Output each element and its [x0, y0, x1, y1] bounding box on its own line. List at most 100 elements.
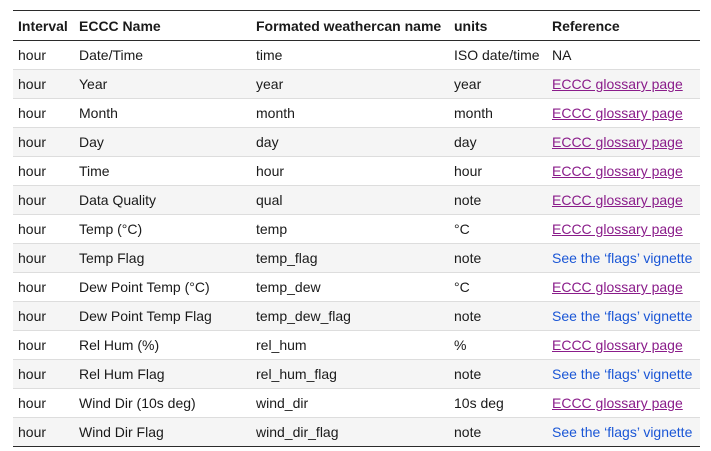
table-row: hour Year year year ECCC glossary page — [13, 69, 700, 99]
cell-interval: hour — [13, 330, 74, 360]
cell-weathercan-name: temp_dew_flag — [251, 301, 449, 331]
cell-weathercan-name: year — [251, 69, 449, 99]
cell-reference: NA — [547, 40, 700, 70]
cell-interval: hour — [13, 388, 74, 418]
cell-eccc-name: Wind Dir Flag — [74, 417, 251, 447]
cell-interval: hour — [13, 359, 74, 389]
table-row: hour Month month month ECCC glossary page — [13, 98, 700, 128]
cell-reference: ECCC glossary page — [547, 272, 700, 302]
glossary-link[interactable]: ECCC glossary page — [552, 105, 683, 121]
cell-weathercan-name: wind_dir — [251, 388, 449, 418]
glossary-link[interactable]: ECCC glossary page — [552, 221, 683, 237]
table-row: hour Dew Point Temp Flag temp_dew_flag note… — [13, 301, 700, 331]
cell-reference: ECCC glossary page — [547, 214, 700, 244]
cell-reference: ECCC glossary page — [547, 98, 700, 128]
cell-interval: hour — [13, 69, 74, 99]
cell-weathercan-name: temp_dew — [251, 272, 449, 302]
cell-units: °C — [449, 214, 547, 244]
glossary-link[interactable]: ECCC glossary page — [552, 192, 683, 208]
cell-reference: ECCC glossary page — [547, 156, 700, 186]
cell-units: note — [449, 417, 547, 447]
cell-reference: See the ‘flags’ vignette — [547, 301, 700, 331]
header-eccc-name: ECCC Name — [79, 17, 161, 34]
cell-weathercan-name: month — [251, 98, 449, 128]
table-row: hour Wind Dir Flag wind_dir_flag note See th… — [13, 417, 700, 447]
cell-eccc-name: Wind Dir (10s deg) — [74, 388, 251, 418]
cell-eccc-name: Temp (°C) — [74, 214, 251, 244]
cell-weathercan-name: temp — [251, 214, 449, 244]
glossary-link[interactable]: ECCC glossary page — [552, 163, 683, 179]
table-row: hour Day day day ECCC glossary page — [13, 127, 700, 157]
cell-eccc-name: Year — [74, 69, 251, 99]
cell-units: note — [449, 301, 547, 331]
cell-units: % — [449, 330, 547, 360]
cell-eccc-name: Time — [74, 156, 251, 186]
table-row: hour Rel Hum Flag rel_hum_flag note See the … — [13, 359, 700, 389]
cell-eccc-name: Dew Point Temp (°C) — [74, 272, 251, 302]
cell-units: 10s deg — [449, 388, 547, 418]
flags-vignette-link[interactable]: See the ‘flags’ vignette — [552, 424, 693, 440]
header-row: Interval ECCC Name Formated weathercan n… — [13, 10, 700, 41]
glossary-link[interactable]: ECCC glossary page — [552, 337, 683, 353]
cell-interval: hour — [13, 243, 74, 273]
cell-units: ISO date/time — [449, 40, 547, 70]
cell-interval: hour — [13, 185, 74, 215]
glossary-link[interactable]: ECCC glossary page — [552, 395, 683, 411]
cell-reference: ECCC glossary page — [547, 330, 700, 360]
cell-units: note — [449, 243, 547, 273]
cell-interval: hour — [13, 127, 74, 157]
flags-vignette-link[interactable]: See the ‘flags’ vignette — [552, 250, 693, 266]
cell-eccc-name: Rel Hum Flag — [74, 359, 251, 389]
table-header: Interval ECCC Name Formated weathercan n… — [13, 10, 700, 41]
cell-interval: hour — [13, 301, 74, 331]
table-row: hour Temp (°C) temp °C ECCC glossary page — [13, 214, 700, 244]
cell-eccc-name: Date/Time — [74, 40, 251, 70]
cell-units: day — [449, 127, 547, 157]
table-row: hour Time hour hour ECCC glossary page — [13, 156, 700, 186]
cell-eccc-name: Temp Flag — [74, 243, 251, 273]
table-body: hour Date/Time time ISO date/time NA hour Year… — [13, 40, 700, 447]
cell-weathercan-name: qual — [251, 185, 449, 215]
cell-eccc-name: Data Quality — [74, 185, 251, 215]
glossary-link[interactable]: ECCC glossary page — [552, 279, 683, 295]
table-row: hour Wind Dir (10s deg) wind_dir 10s deg ECC… — [13, 388, 700, 418]
cell-weathercan-name: wind_dir_flag — [251, 417, 449, 447]
cell-units: hour — [449, 156, 547, 186]
cell-reference: ECCC glossary page — [547, 185, 700, 215]
header-units: units — [454, 17, 488, 34]
cell-units: year — [449, 69, 547, 99]
cell-weathercan-name: day — [251, 127, 449, 157]
glossary-link[interactable]: ECCC glossary page — [552, 134, 683, 150]
cell-units: note — [449, 359, 547, 389]
variables-table: Interval ECCC Name Formated weathercan n… — [13, 10, 700, 447]
cell-eccc-name: Rel Hum (%) — [74, 330, 251, 360]
header-reference: Reference — [552, 17, 620, 34]
flags-vignette-link[interactable]: See the ‘flags’ vignette — [552, 366, 693, 382]
cell-eccc-name: Dew Point Temp Flag — [74, 301, 251, 331]
header-interval: Interval — [18, 17, 68, 34]
cell-reference: See the ‘flags’ vignette — [547, 417, 700, 447]
glossary-link[interactable]: ECCC glossary page — [552, 76, 683, 92]
cell-interval: hour — [13, 98, 74, 128]
table-row: hour Rel Hum (%) rel_hum% ECCC glossary pag… — [13, 330, 700, 360]
cell-reference: ECCC glossary page — [547, 69, 700, 99]
cell-weathercan-name: temp_flag — [251, 243, 449, 273]
table-row: hour Temp Flag temp_flag note See the ‘flags… — [13, 243, 700, 273]
cell-interval: hour — [13, 40, 74, 70]
cell-interval: hour — [13, 272, 74, 302]
cell-reference: See the ‘flags’ vignette — [547, 359, 700, 389]
cell-eccc-name: Month — [74, 98, 251, 128]
cell-weathercan-name: rel_hum — [251, 330, 449, 360]
cell-reference: ECCC glossary page — [547, 388, 700, 418]
cell-units: °C — [449, 272, 547, 302]
cell-eccc-name: Day — [74, 127, 251, 157]
cell-interval: hour — [13, 417, 74, 447]
cell-interval: hour — [13, 156, 74, 186]
header-weathercan-name: Formated weathercan name — [256, 17, 442, 34]
flags-vignette-link[interactable]: See the ‘flags’ vignette — [552, 308, 693, 324]
cell-reference: ECCC glossary page — [547, 127, 700, 157]
cell-weathercan-name: hour — [251, 156, 449, 186]
table-row: hour Dew Point Temp (°C) temp_dew °C ECCC gl… — [13, 272, 700, 302]
cell-reference: See the ‘flags’ vignette — [547, 243, 700, 273]
cell-weathercan-name: rel_hum_flag — [251, 359, 449, 389]
